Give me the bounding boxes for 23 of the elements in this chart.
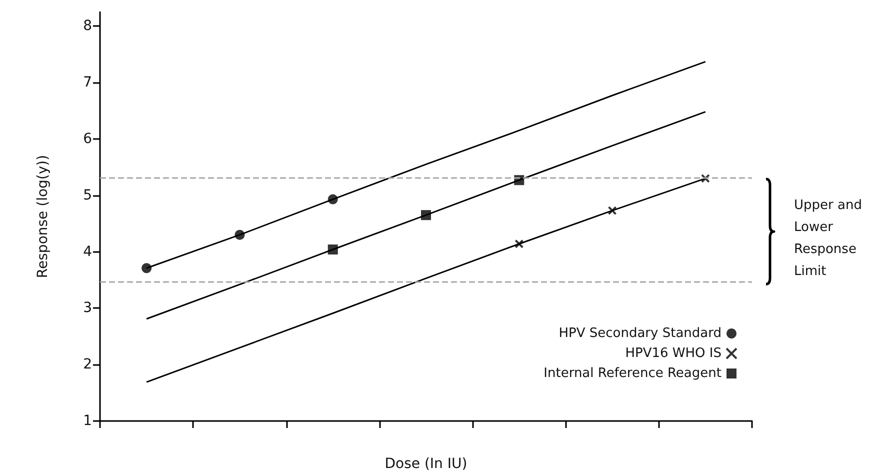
y-tick-label: 7 [83, 74, 92, 91]
point [700, 174, 710, 183]
legend-label: HPV16 WHO IS [625, 346, 722, 361]
point [328, 194, 338, 204]
y-tick-label: 3 [83, 300, 92, 316]
legend-label: Internal Reference Reagent [544, 366, 722, 381]
point [328, 244, 338, 254]
y-tick-label: 2 [83, 356, 92, 373]
y-axis-title: Response (log(y)) [35, 154, 51, 278]
line-series [146, 111, 706, 320]
y-tick-label: 5 [83, 187, 92, 204]
point [421, 210, 431, 220]
point [142, 263, 152, 274]
x-axis-title: Dose (In IU) [384, 456, 468, 472]
y-tick-label: 4 [83, 244, 92, 260]
y-tick-label: 6 [83, 130, 92, 147]
legend-label: HPV Secondary Standard [558, 326, 722, 341]
point [608, 206, 617, 216]
y-tick-label: 1 [83, 413, 92, 429]
text: Upper and Lower Response Limit [794, 197, 862, 282]
point [514, 239, 524, 248]
point [234, 230, 245, 240]
y-tick-label: 8 [83, 18, 92, 34]
